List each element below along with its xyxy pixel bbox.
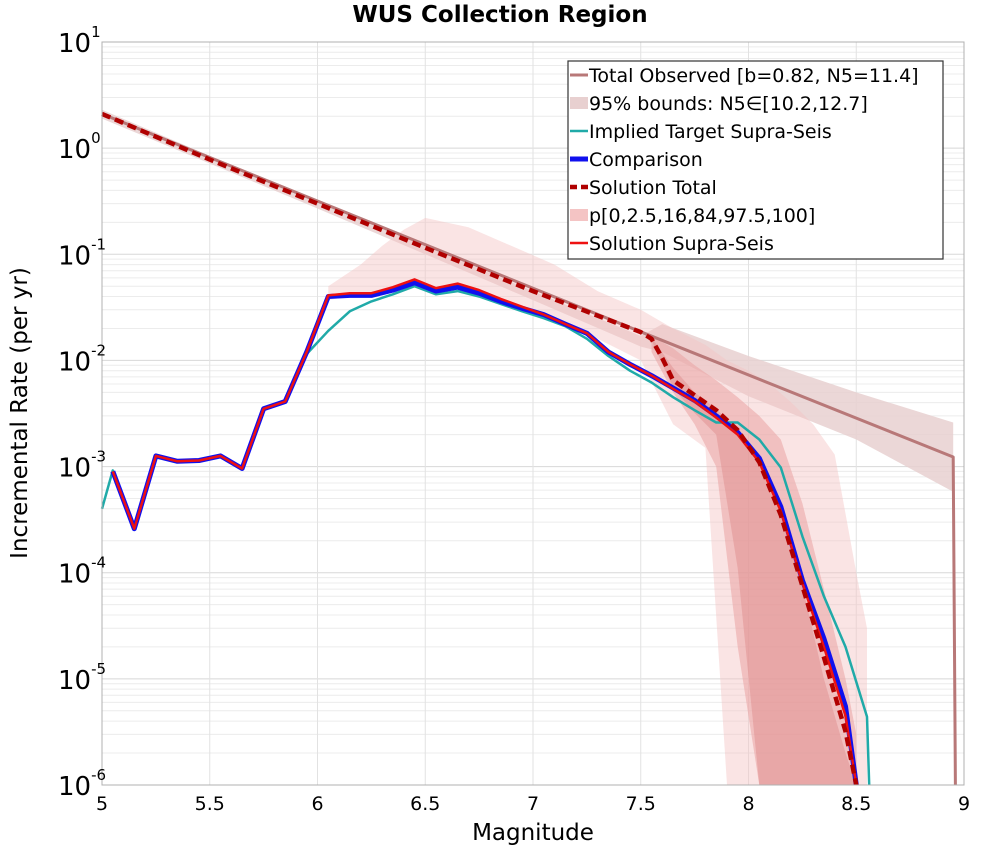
- y-tick-label: 100: [58, 129, 101, 165]
- x-axis-label: Magnitude: [472, 820, 594, 846]
- legend-label: p[0,2.5,16,84,97.5,100]: [589, 205, 815, 227]
- legend-label: Total Observed [b=0.82, N5=11.4]: [588, 65, 919, 87]
- x-tick-label: 9: [958, 793, 970, 815]
- x-tick-label: 7: [527, 793, 539, 815]
- y-tick-label: 10-3: [58, 448, 106, 484]
- legend-swatch: [570, 209, 588, 221]
- band-layer: [102, 109, 954, 785]
- legend-label: Solution Total: [589, 177, 717, 199]
- y-axis-label: Incremental Rate (per yr): [7, 267, 33, 559]
- percentile-band-outer: [328, 217, 867, 785]
- legend-label: Solution Supra-Seis: [589, 233, 774, 255]
- x-tick-label: 6.5: [410, 793, 440, 815]
- legend-label: 95% bounds: N5∈[10.2,12.7]: [589, 93, 868, 115]
- y-tick-label: 101: [58, 23, 101, 59]
- x-tick-label: 5: [96, 793, 108, 815]
- legend-swatch: [570, 97, 588, 109]
- x-tick-label: 8.5: [841, 793, 871, 815]
- total-observed-line: [101, 112, 957, 786]
- x-tick-label: 5.5: [195, 793, 225, 815]
- y-tick-label: 10-5: [58, 660, 106, 696]
- x-axis-ticks: 5 5.5 6 6.5 7 7.5 8 8.5 9: [96, 793, 970, 815]
- plot-frame: [101, 41, 965, 786]
- legend: Total Observed [b=0.82, N5=11.4] 95% boun…: [567, 60, 944, 260]
- y-tick-label: 10-1: [58, 235, 106, 271]
- series-layer: [100, 111, 957, 786]
- legend-label: Comparison: [589, 149, 703, 171]
- percentile-band-inner: [651, 337, 857, 785]
- percentile-band-middle: [651, 336, 857, 785]
- y-tick-label: 10-2: [58, 341, 106, 377]
- legend-label: Implied Target Supra-Seis: [589, 121, 832, 143]
- y-axis-ticks: 101 100 10-1 10-2 10-3 10-4 10-5 10-6: [58, 23, 106, 802]
- x-tick-label: 6: [311, 793, 323, 815]
- x-tick-label: 8: [742, 793, 754, 815]
- y-tick-label: 10-6: [58, 766, 106, 802]
- y-tick-label: 10-4: [58, 554, 106, 590]
- bounds-95-band: [102, 109, 954, 492]
- x-tick-label: 7.5: [626, 793, 656, 815]
- solution-total-line: [101, 111, 859, 786]
- legend-box: [567, 60, 944, 260]
- chart-title: WUS Collection Region: [352, 2, 647, 28]
